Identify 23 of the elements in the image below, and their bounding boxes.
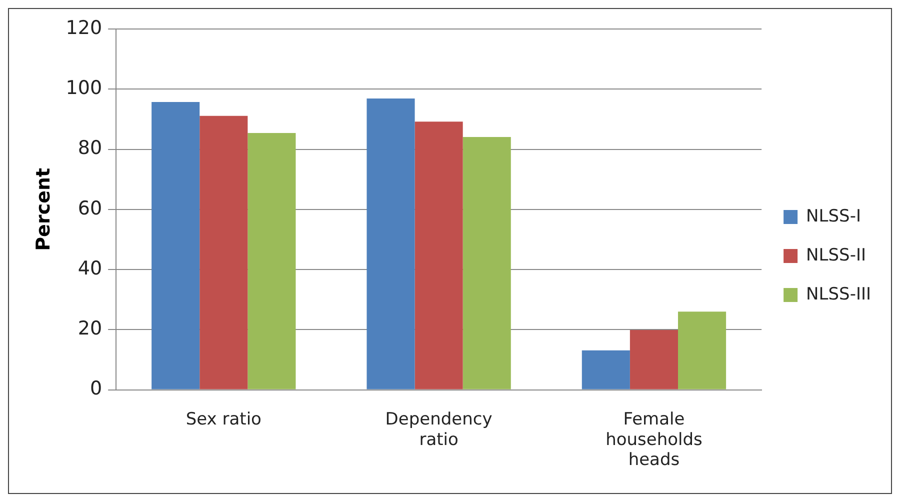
bar [462, 136, 511, 390]
bar [152, 102, 200, 390]
y-tick-label: 100 [66, 77, 102, 100]
bar [582, 350, 630, 390]
bar [248, 133, 296, 390]
y-tick-label: 80 [78, 137, 102, 160]
y-tick-label: 20 [78, 318, 102, 340]
bar [678, 312, 726, 390]
x-tick-label: Female households heads [606, 409, 703, 470]
y-axis-title: Percent [32, 168, 54, 251]
legend-label: NLSS-III [806, 284, 872, 304]
y-tick-label: 0 [90, 378, 102, 400]
y-tick-label: 40 [78, 257, 102, 280]
y-tick-label: 120 [66, 16, 102, 39]
bar [630, 330, 678, 390]
legend-label: NLSS-I [806, 206, 861, 226]
x-tick-label: Sex ratio [186, 409, 262, 430]
legend-label: NLSS-II [806, 245, 866, 266]
y-tick-label: 60 [78, 197, 102, 220]
x-tick-label: Dependency ratio [385, 409, 492, 450]
bar [414, 122, 463, 390]
bar [366, 98, 415, 390]
bar [200, 116, 248, 390]
